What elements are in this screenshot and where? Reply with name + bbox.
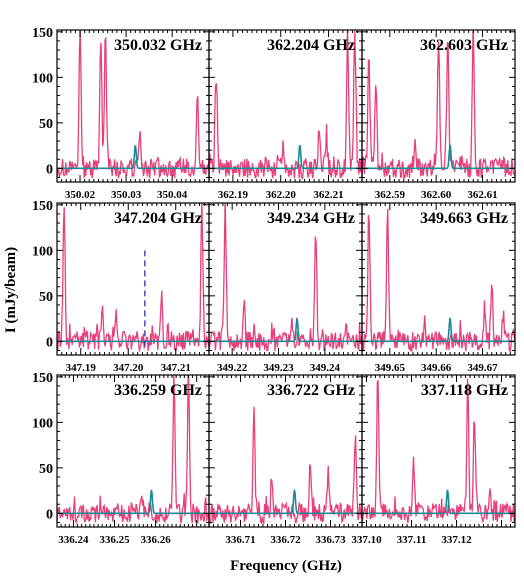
panel-title: 350.032 GHz <box>114 37 202 54</box>
model-spectrum-line <box>57 489 209 515</box>
observed-spectrum-line <box>209 30 362 180</box>
x-tick-label: 337.11 <box>397 534 427 546</box>
x-tick-label: 349.65 <box>375 362 406 374</box>
panel: 336.24 336.25 336.26 336.259 GHz <box>56 374 210 546</box>
panel-title: 336.722 GHz <box>267 382 355 399</box>
y-tick-label: 50 <box>39 117 53 132</box>
y-tick-label: 150 <box>32 199 53 214</box>
y-tick-label: 100 <box>32 244 53 259</box>
observed-spectrum-line <box>57 375 209 525</box>
panel: 349.65 349.66 349.67 349.663 GHz <box>361 202 516 374</box>
observed-spectrum-line <box>57 30 209 179</box>
y-tick-label: 150 <box>32 371 53 386</box>
x-tick-label: 350.02 <box>65 189 96 201</box>
x-tick-label: 362.60 <box>421 189 452 201</box>
panel-title: 362.603 GHz <box>420 37 508 54</box>
x-tick-label: 362.21 <box>313 189 343 201</box>
observed-spectrum-line <box>209 203 362 352</box>
panel-frame <box>361 29 516 183</box>
x-tick-label: 350.03 <box>111 189 142 201</box>
x-tick-label: 362.59 <box>375 189 406 201</box>
panel: 362.19 362.20 362.21 362.204 GHz <box>208 29 363 201</box>
x-axis-label: Frequency (GHz) <box>230 558 342 574</box>
x-tick-label: 347.19 <box>66 362 97 374</box>
panel: 362.59 362.60 362.61 362.603 GHz <box>361 29 516 201</box>
panel-title: 349.234 GHz <box>267 210 355 227</box>
x-tick-label: 349.67 <box>467 362 498 374</box>
panel-title: 336.259 GHz <box>114 382 202 399</box>
x-tick-label: 362.20 <box>266 189 297 201</box>
y-tick-label: 0 <box>46 507 53 522</box>
panel-frame <box>361 202 516 356</box>
y-tick-label: 100 <box>32 416 53 431</box>
panel: 337.10 337.11 337.12 337.118 GHz <box>351 374 516 546</box>
x-tick-label: 337.12 <box>441 534 472 546</box>
y-tick-label: 0 <box>46 162 53 177</box>
model-spectrum-line <box>362 317 515 343</box>
x-tick-label: 349.66 <box>421 362 452 374</box>
y-tick-label: 150 <box>32 26 53 41</box>
model-spectrum-line <box>209 145 362 170</box>
x-tick-label: 349.24 <box>310 362 341 374</box>
x-tick-label: 336.25 <box>99 534 130 546</box>
x-tick-label: 362.19 <box>218 189 249 201</box>
y-tick-label: 50 <box>39 462 53 477</box>
y-tick-label: 0 <box>46 335 53 350</box>
x-tick-label: 349.22 <box>217 362 248 374</box>
x-tick-label: 347.20 <box>113 362 144 374</box>
model-spectrum-line <box>209 317 362 343</box>
model-spectrum-line <box>57 145 209 170</box>
panel-title: 362.204 GHz <box>267 37 355 54</box>
observed-spectrum-line <box>362 208 515 352</box>
y-tick-label: 100 <box>32 71 53 86</box>
model-spectrum-line <box>362 489 515 515</box>
x-tick-label: 347.21 <box>161 362 191 374</box>
panel: 350.02 350.03 350.04 350.032 GHz <box>56 29 210 201</box>
y-axis-label: I (mJy/beam) <box>3 247 19 333</box>
y-tick-label: 50 <box>39 290 53 305</box>
observed-spectrum-line <box>362 378 515 523</box>
panel-title: 349.663 GHz <box>420 210 508 227</box>
x-tick-label: 336.73 <box>315 534 346 546</box>
x-tick-label: 337.10 <box>351 534 382 546</box>
x-tick-label: 336.72 <box>270 534 301 546</box>
observed-spectrum-line <box>209 406 362 525</box>
x-tick-label: 362.61 <box>467 189 497 201</box>
x-tick-label: 336.24 <box>58 534 89 546</box>
model-spectrum-line <box>362 144 515 170</box>
x-tick-label: 336.71 <box>225 534 255 546</box>
panel-title: 337.118 GHz <box>421 382 508 399</box>
x-tick-label: 336.26 <box>140 534 171 546</box>
panel-title: 347.204 GHz <box>114 210 202 227</box>
x-tick-label: 350.04 <box>157 189 188 201</box>
x-tick-label: 349.23 <box>263 362 294 374</box>
observed-spectrum-line <box>57 203 209 352</box>
panel: 349.22 349.23 349.24 349.234 GHz <box>208 202 363 374</box>
panel: 336.71 336.72 336.73 336.722 GHz <box>208 374 363 546</box>
model-spectrum-line <box>209 489 362 515</box>
panel: 347.19 347.20 347.21 347.204 GHz <box>56 202 210 374</box>
